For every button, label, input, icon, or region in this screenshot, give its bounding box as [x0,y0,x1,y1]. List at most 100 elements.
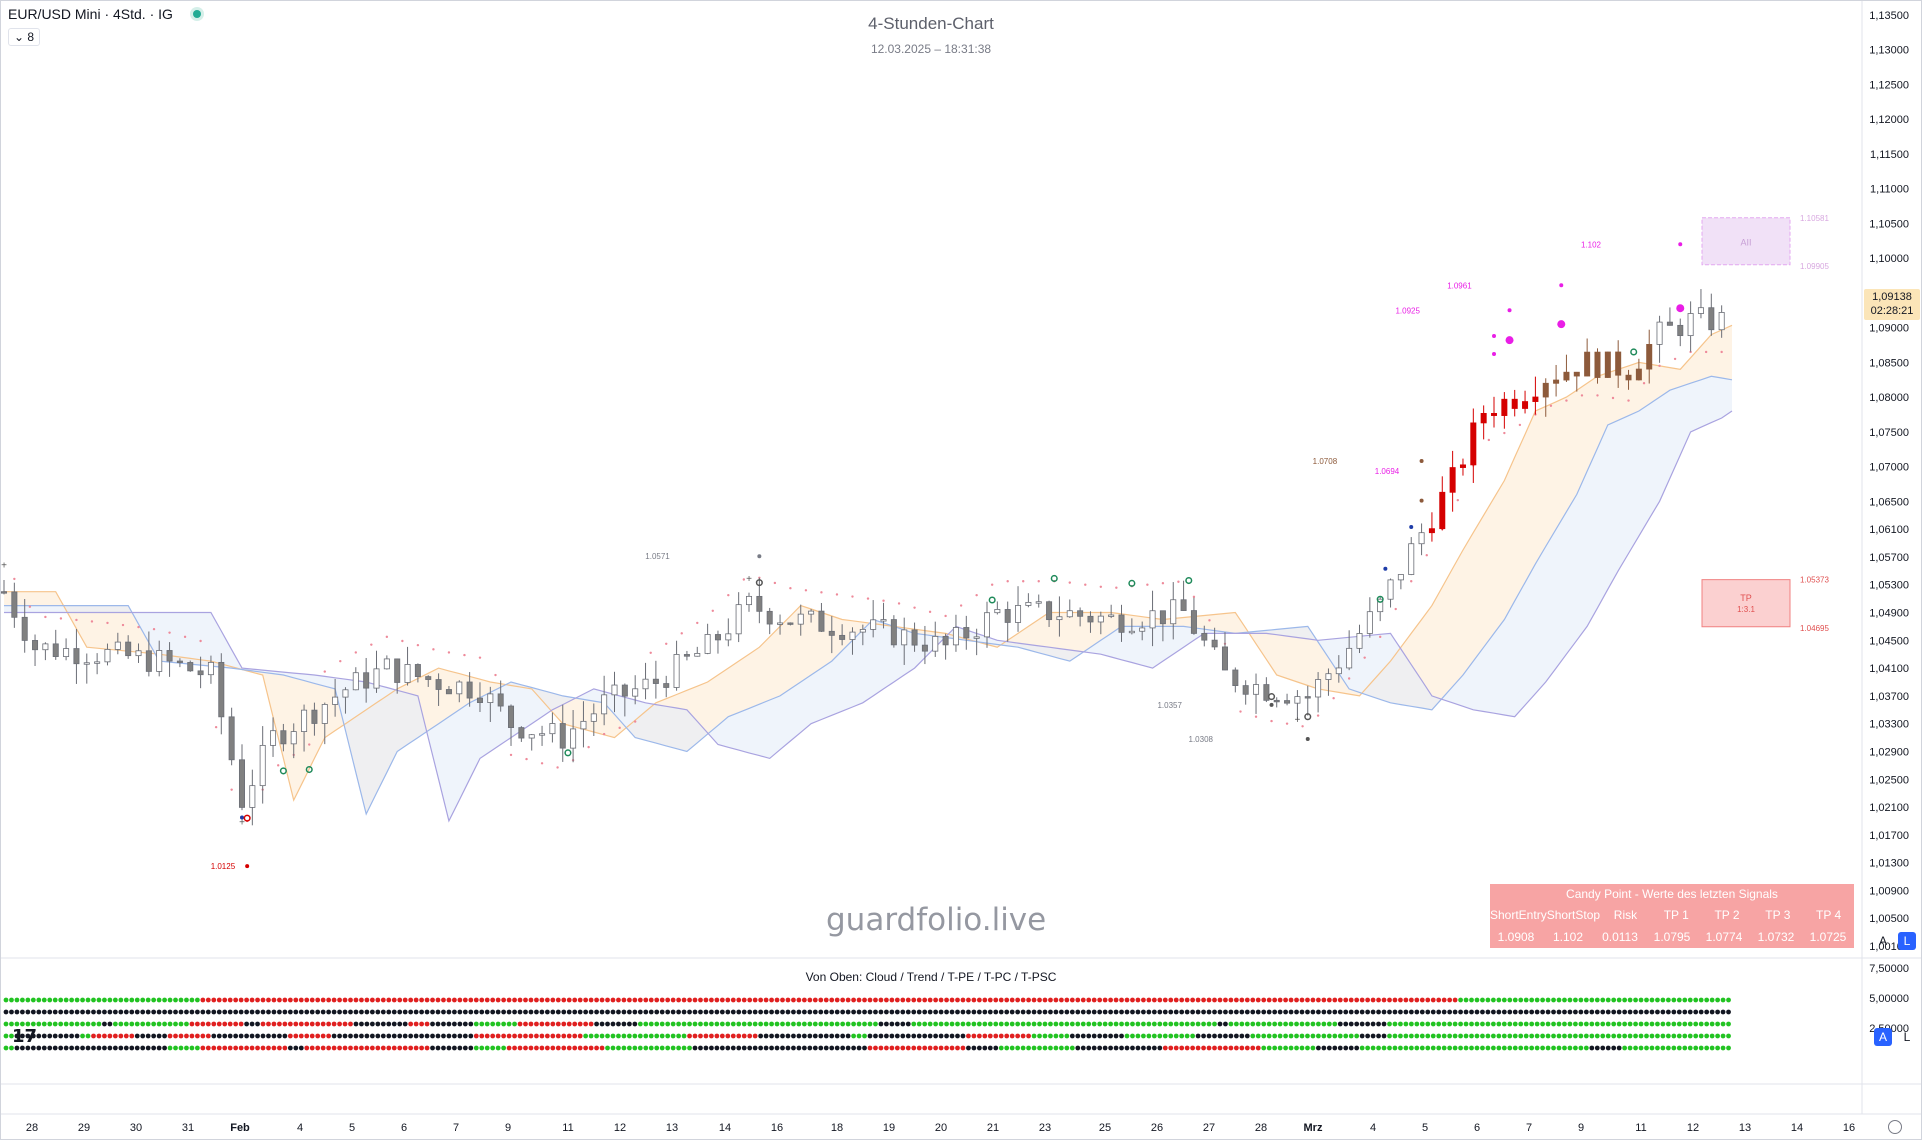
indicator-dot [769,1033,774,1039]
indicator-dot [419,1045,424,1051]
indicator-dot [1102,1045,1108,1051]
trail-dot [851,595,854,598]
candle-body [52,643,59,657]
indicator-dot [1141,1045,1146,1051]
indicator-dot [74,1021,80,1027]
indicator-dot [1037,1021,1042,1027]
indicator-dot [873,1009,878,1015]
indicator-dot [1119,1009,1124,1015]
indicator-dot [1387,1045,1392,1051]
indicator-dot [309,1033,315,1039]
indicator-dot [1474,1045,1480,1051]
indicator-dot [1288,1009,1294,1015]
indicator-dot [1496,1021,1502,1027]
indicator-dot [594,1033,599,1039]
indicator-dot [1261,997,1267,1003]
indicator-dot [911,1009,917,1015]
indicator-dot [796,1021,802,1027]
auto-scale-button[interactable]: A [1878,934,1887,948]
signal-table-headers: ShortEntry ShortStop Risk TP 1 TP 2 TP 3… [1490,904,1854,926]
symbol-legend[interactable]: EUR/USD Mini · 4Std. · IG [8,6,201,22]
candle-body [1066,610,1073,618]
symbol-title[interactable]: EUR/USD Mini · 4Std. · IG [8,6,173,22]
candlesticks [0,289,1725,826]
indicator-dot [85,1021,91,1027]
indicator-dot [626,1033,632,1039]
indicator-dot [1392,1009,1398,1015]
indicator-dot [1567,997,1573,1003]
indicator-dot [1523,1045,1529,1051]
time-axis[interactable]: 28 29 30 31 Feb 4 5 6 7 9 11 12 13 14 16 18 19 20 21 23 25 26… [26,1122,1855,1134]
indicator-dot [52,1009,58,1015]
indicator-dot [1567,1033,1573,1039]
indicator-dot [987,997,993,1003]
marker-dot [1419,498,1424,503]
indicator-dot [495,1033,501,1039]
indicator-dot [927,1021,933,1027]
indicator-dot [52,1045,58,1051]
indicator-dot [747,1045,753,1051]
indicator-dot [1031,1045,1037,1051]
indicator-dot [30,1009,36,1015]
indicator-dot [676,1045,682,1051]
zone-bottom-value: 1.04695 [1800,624,1829,633]
auto-scale-button-lower[interactable]: A [1874,1028,1892,1046]
indicator-dot [610,997,616,1003]
indicator-dot [47,1045,53,1051]
candle-body [435,679,442,690]
indicator-dot [1135,1009,1141,1015]
indicator-dot [96,997,102,1003]
time-tick-label: 13 [666,1122,678,1134]
indicator-dot [1239,1045,1245,1051]
indicator-dot [1534,1033,1540,1039]
indicator-dot [867,997,873,1003]
indicator-dot [741,1021,747,1027]
indicator-dot [878,997,884,1003]
indicator-dot [703,997,709,1003]
log-scale-button-lower[interactable]: L [1903,1030,1911,1044]
indicator-dot [413,997,419,1003]
trail-dot [44,615,47,619]
trail-dot [354,651,358,654]
indicator-dot [703,1009,709,1015]
log-scale-button[interactable]: L [1898,932,1916,950]
indicator-dot [1316,1009,1321,1015]
indicator-dot [1310,1009,1316,1015]
indicator-dot [1583,1045,1589,1051]
indicator-dot [1080,1045,1086,1051]
indicator-dot [1108,1033,1114,1039]
tradingview-logo[interactable]: 17 [12,1026,38,1047]
indicator-dot [1359,1021,1365,1027]
indicator-dot [987,1009,993,1015]
indicator-dot [1321,1021,1327,1027]
indicator-dot [1151,1033,1157,1039]
table-cell: 1.0732 [1757,930,1795,944]
settings-icon[interactable] [1888,1120,1902,1134]
indicator-dot [637,1021,643,1027]
trail-dot [509,753,513,757]
indicator-dot [791,1045,796,1051]
indicator-dot [823,1021,829,1027]
indicator-dot [851,1033,856,1039]
indicator-dot [41,1009,47,1015]
indicators-toggle-button[interactable]: ⌄ 8 [8,28,41,46]
indicator-dot [47,997,53,1003]
indicator-dot [342,1009,348,1015]
indicator-dot [856,1009,862,1015]
indicator-dot [698,1033,703,1039]
indicator-dot [69,997,75,1003]
indicator-dot [91,997,96,1003]
trail-dot [1720,350,1723,354]
indicator-dot [1551,1033,1556,1039]
indicator-dot [840,1021,846,1027]
indicator-dot [1512,1009,1518,1015]
indicator-dot [610,1009,616,1015]
indicator-dot [348,1009,353,1015]
candle-body [301,709,308,732]
indicator-dot [1354,1045,1360,1051]
indicator-dot [1414,1009,1420,1015]
signal-markers: ++++ [1,242,1685,869]
trail-dot [401,639,404,643]
